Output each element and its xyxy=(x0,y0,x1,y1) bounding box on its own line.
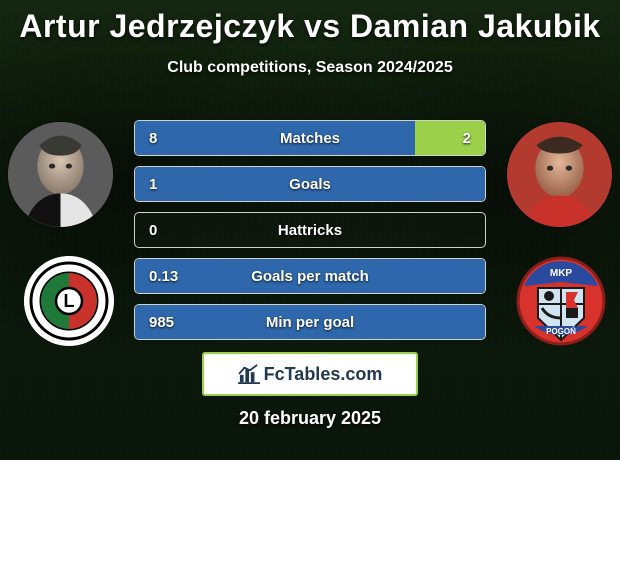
svg-text:L: L xyxy=(64,291,75,311)
stat-label: Matches xyxy=(205,130,415,147)
stat-value-left: 8 xyxy=(135,130,205,147)
stats-list: 8Matches2 1Goals 0Hattricks 0.13Goals per m… xyxy=(134,120,486,340)
stat-label: Min per goal xyxy=(205,314,415,331)
face-placeholder-icon xyxy=(507,122,612,227)
stat-row: 0.13Goals per match xyxy=(134,258,486,294)
stat-row: 0Hattricks xyxy=(134,212,486,248)
stat-label: Goals xyxy=(205,176,415,193)
page-title: Artur Jedrzejczyk vs Damian Jakubik xyxy=(0,0,620,45)
player-photo-left xyxy=(8,122,113,227)
subtitle: Club competitions, Season 2024/2025 xyxy=(0,59,620,77)
face-placeholder-icon xyxy=(8,122,113,227)
club-badge-right: MKP POGOŃ xyxy=(516,256,606,346)
stat-value-left: 985 xyxy=(135,314,205,331)
stat-row: 985Min per goal xyxy=(134,304,486,340)
stat-label: Hattricks xyxy=(205,222,415,239)
comparison-card: Artur Jedrzejczyk vs Damian Jakubik Club… xyxy=(0,0,620,460)
legia-crest-icon: L xyxy=(24,256,114,346)
bar-chart-icon xyxy=(238,364,260,384)
stat-label: Goals per match xyxy=(205,268,415,285)
player-photo-right xyxy=(507,122,612,227)
content: Artur Jedrzejczyk vs Damian Jakubik Club… xyxy=(0,0,620,460)
footer-date: 20 february 2025 xyxy=(0,408,620,429)
stat-row: 1Goals xyxy=(134,166,486,202)
brand-text: FcTables.com xyxy=(264,364,383,385)
stat-value-left: 0 xyxy=(135,222,205,239)
brand-box: FcTables.com xyxy=(202,352,418,396)
svg-text:MKP: MKP xyxy=(550,268,573,279)
stat-row: 8Matches2 xyxy=(134,120,486,156)
svg-text:POGOŃ: POGOŃ xyxy=(546,327,576,336)
club-badge-left: L xyxy=(24,256,114,346)
stat-value-right: 2 xyxy=(415,130,485,147)
pogon-crest-icon: MKP POGOŃ xyxy=(516,256,606,346)
stat-value-left: 1 xyxy=(135,176,205,193)
stat-value-left: 0.13 xyxy=(135,268,205,285)
